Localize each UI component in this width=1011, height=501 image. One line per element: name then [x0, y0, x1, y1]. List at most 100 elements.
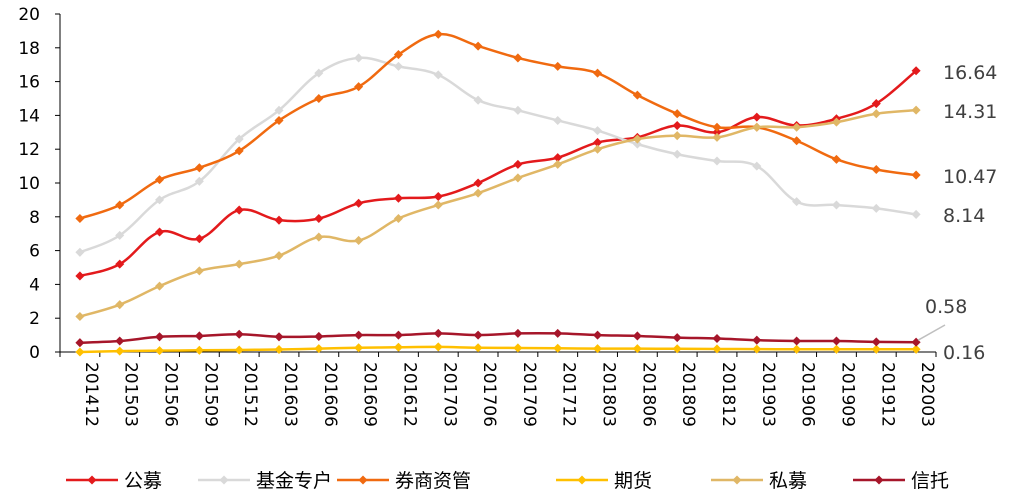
- data-point: [911, 170, 921, 180]
- data-point: [393, 193, 403, 203]
- data-point: [155, 332, 165, 342]
- data-point: [115, 336, 125, 346]
- x-tick-label: 201912: [877, 362, 897, 427]
- legend-item: 公募: [66, 470, 162, 492]
- data-point: [115, 259, 125, 269]
- legend-swatch-marker: [874, 475, 884, 485]
- x-tick-label: 201906: [798, 362, 818, 427]
- data-point: [593, 144, 603, 154]
- data-point: [314, 331, 324, 341]
- data-point: [672, 333, 682, 343]
- x-tick-label: 201903: [758, 362, 778, 427]
- x-tick-label: 201706: [479, 362, 499, 427]
- data-point: [831, 344, 841, 354]
- data-point: [115, 346, 125, 356]
- data-point: [911, 66, 921, 76]
- data-point: [354, 198, 364, 208]
- y-tick-label: 4: [29, 275, 40, 295]
- data-point: [234, 345, 244, 355]
- legend-swatch-marker: [219, 475, 229, 485]
- data-point: [553, 159, 563, 169]
- data-point: [712, 156, 722, 166]
- legend-swatch-marker: [358, 475, 368, 485]
- data-point: [115, 200, 125, 210]
- end-label: 0.58: [925, 296, 967, 318]
- data-point: [393, 61, 403, 71]
- data-point: [155, 195, 165, 205]
- data-point: [672, 121, 682, 131]
- series-5: [75, 328, 921, 348]
- data-point: [593, 330, 603, 340]
- data-point: [831, 336, 841, 346]
- end-label: 16.64: [943, 62, 997, 84]
- data-point: [752, 112, 762, 122]
- data-point: [115, 230, 125, 240]
- x-tick-label: 201703: [439, 362, 459, 427]
- end-label: 0.16: [943, 342, 985, 364]
- x-tick-label: 201512: [240, 362, 260, 427]
- legend-label: 期货: [614, 470, 652, 492]
- data-point: [393, 213, 403, 224]
- x-tick-label: 201709: [519, 362, 539, 427]
- data-point: [473, 188, 483, 198]
- series-line: [79, 69, 917, 278]
- data-point: [712, 122, 722, 132]
- data-point: [234, 259, 244, 269]
- legend-label: 公募: [124, 470, 162, 492]
- data-point: [632, 331, 642, 341]
- data-point: [433, 200, 443, 210]
- series-line: [79, 345, 917, 354]
- data-point: [632, 90, 642, 100]
- data-point: [871, 344, 881, 354]
- data-point: [553, 328, 563, 338]
- y-tick-label: 14: [18, 106, 40, 126]
- data-point: [792, 136, 802, 146]
- data-point: [712, 333, 722, 344]
- data-point: [513, 53, 523, 63]
- x-tick-label: 201909: [837, 362, 857, 427]
- data-point: [593, 126, 603, 136]
- y-tick-label: 0: [29, 343, 40, 363]
- data-point: [115, 300, 125, 310]
- data-point: [433, 70, 443, 80]
- x-tick-label: 201609: [360, 362, 380, 427]
- data-point: [871, 99, 881, 109]
- data-point: [194, 331, 204, 341]
- data-point: [593, 68, 603, 78]
- data-point: [194, 176, 204, 186]
- leader-line: [917, 324, 946, 341]
- data-point: [274, 251, 284, 261]
- data-point: [712, 132, 722, 142]
- data-point: [75, 311, 85, 322]
- x-tick-label: 201803: [599, 362, 619, 427]
- data-point: [672, 109, 682, 119]
- data-point: [234, 329, 244, 339]
- x-tick-label: 201506: [161, 362, 181, 427]
- data-point: [473, 343, 483, 353]
- data-point: [75, 347, 85, 357]
- x-tick-label: 201603: [280, 362, 300, 427]
- data-point: [433, 191, 443, 202]
- data-point: [433, 29, 443, 39]
- legend-item: 期货: [556, 470, 652, 492]
- data-point: [433, 342, 443, 352]
- data-point: [473, 330, 483, 340]
- data-point: [473, 95, 483, 105]
- data-point: [911, 105, 921, 115]
- y-tick-label: 6: [29, 242, 40, 262]
- series-4: [75, 105, 921, 322]
- data-point: [155, 227, 165, 237]
- data-point: [513, 159, 523, 169]
- legend-swatch-marker: [577, 475, 587, 485]
- legend-label: 券商资管: [395, 470, 471, 492]
- x-axis-ticks: 201412 201503 201506 201509 201512 201603 2016…: [59, 352, 937, 427]
- data-point: [911, 344, 921, 354]
- data-point: [274, 344, 284, 354]
- data-point: [792, 336, 802, 346]
- data-point: [274, 215, 284, 225]
- data-point: [194, 234, 204, 244]
- y-tick-label: 16: [18, 73, 40, 93]
- data-point: [672, 149, 682, 159]
- data-point: [75, 213, 85, 224]
- x-tick-label: 201712: [559, 362, 579, 427]
